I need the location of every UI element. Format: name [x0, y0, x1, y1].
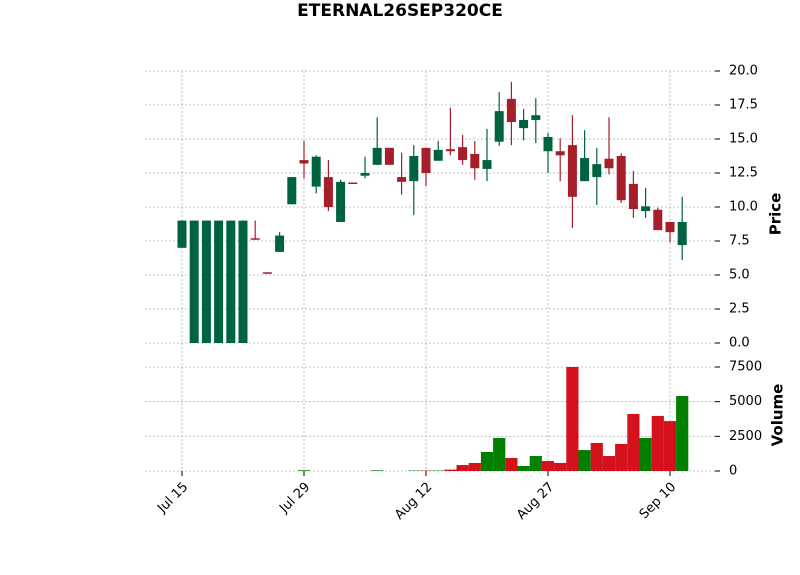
candle-body — [543, 136, 553, 152]
candle-body — [421, 147, 431, 173]
candle-body — [653, 209, 663, 231]
candle-body — [555, 151, 565, 156]
candle-body — [214, 220, 224, 343]
x-tick-label: Jul 29 — [276, 480, 313, 517]
candle-body — [433, 149, 443, 161]
candle-body — [592, 164, 602, 178]
candle-body — [677, 221, 687, 246]
x-tick-label: Jul 15 — [154, 480, 191, 517]
candle-body — [616, 156, 626, 201]
candle-body — [250, 238, 260, 240]
candle-body — [201, 220, 211, 343]
candle-body — [519, 119, 529, 129]
volume-bar — [639, 437, 652, 471]
y-tick-label: 17.5 — [729, 98, 758, 113]
y-axis-label: Price — [767, 193, 785, 236]
y-tick-label: 15.0 — [729, 132, 758, 147]
candle-body — [262, 272, 272, 274]
x-tick-label: Sep 10 — [637, 480, 680, 523]
volume-bar — [517, 466, 530, 471]
volume-bar — [493, 437, 506, 471]
candle-body — [494, 111, 504, 142]
candle-body — [397, 177, 407, 182]
volume-bar — [627, 414, 640, 471]
candle-body — [226, 220, 236, 343]
candle-body — [482, 160, 492, 169]
volume-bar — [602, 456, 616, 471]
candle-body — [323, 177, 333, 207]
volume-bar — [444, 469, 457, 471]
candle-body — [372, 147, 382, 165]
candle-body — [311, 156, 321, 187]
candle-body — [641, 206, 651, 212]
volume-bar — [663, 421, 677, 471]
volume-bar — [297, 470, 311, 471]
candle-body — [458, 147, 468, 161]
volume-bar — [615, 443, 628, 471]
candle-body — [445, 149, 455, 152]
y2-tick-label: 5000 — [729, 394, 762, 409]
volume-bar — [554, 462, 567, 471]
y-tick-label: 10.0 — [729, 200, 758, 215]
candle-body — [604, 158, 614, 169]
candle-body — [628, 183, 638, 210]
volume-bar — [371, 470, 384, 471]
volume-bar — [676, 395, 689, 471]
volume-bar — [505, 457, 518, 471]
volume-bar — [529, 456, 542, 471]
candle-body — [336, 181, 346, 222]
x-tick-label: Aug 27 — [514, 480, 557, 523]
candle-body — [360, 173, 370, 176]
y2-tick-label: 7500 — [729, 360, 762, 375]
y2-tick-label: 0 — [729, 464, 737, 479]
candle-body — [348, 182, 358, 185]
y-tick-label: 5.0 — [729, 268, 750, 283]
candle-body — [506, 98, 516, 122]
volume-bar — [578, 450, 591, 471]
volume-bar — [456, 465, 469, 471]
volume-bar — [468, 462, 481, 471]
volume-bar — [480, 452, 494, 471]
y-tick-label: 2.5 — [729, 302, 750, 317]
candle-body — [189, 220, 199, 343]
volume-bar — [590, 442, 603, 471]
x-tick-label: Aug 12 — [392, 480, 435, 523]
candle-body — [177, 220, 187, 248]
candle-body — [384, 147, 394, 165]
volume-bar — [566, 367, 579, 471]
y-tick-label: 20.0 — [729, 64, 758, 79]
y-tick-label: 7.5 — [729, 234, 750, 249]
y2-tick-label: 2500 — [729, 429, 762, 444]
candle-body — [531, 115, 541, 120]
y-tick-label: 0.0 — [729, 336, 750, 351]
candle-body — [567, 145, 577, 197]
candle-body — [299, 160, 309, 164]
y-tick-label: 12.5 — [729, 166, 758, 181]
candle-body — [409, 156, 419, 182]
candle-body — [287, 177, 297, 205]
candle-body — [580, 158, 590, 182]
candle-body — [238, 220, 248, 343]
chart-title: ETERNAL26SEP320CE — [297, 1, 503, 21]
candle-body — [275, 235, 285, 252]
volume-bar — [651, 415, 664, 471]
candle-body — [665, 221, 675, 233]
y2-axis-label: Volume — [769, 384, 787, 447]
volume-bar — [541, 461, 555, 471]
candle-body — [470, 153, 480, 169]
